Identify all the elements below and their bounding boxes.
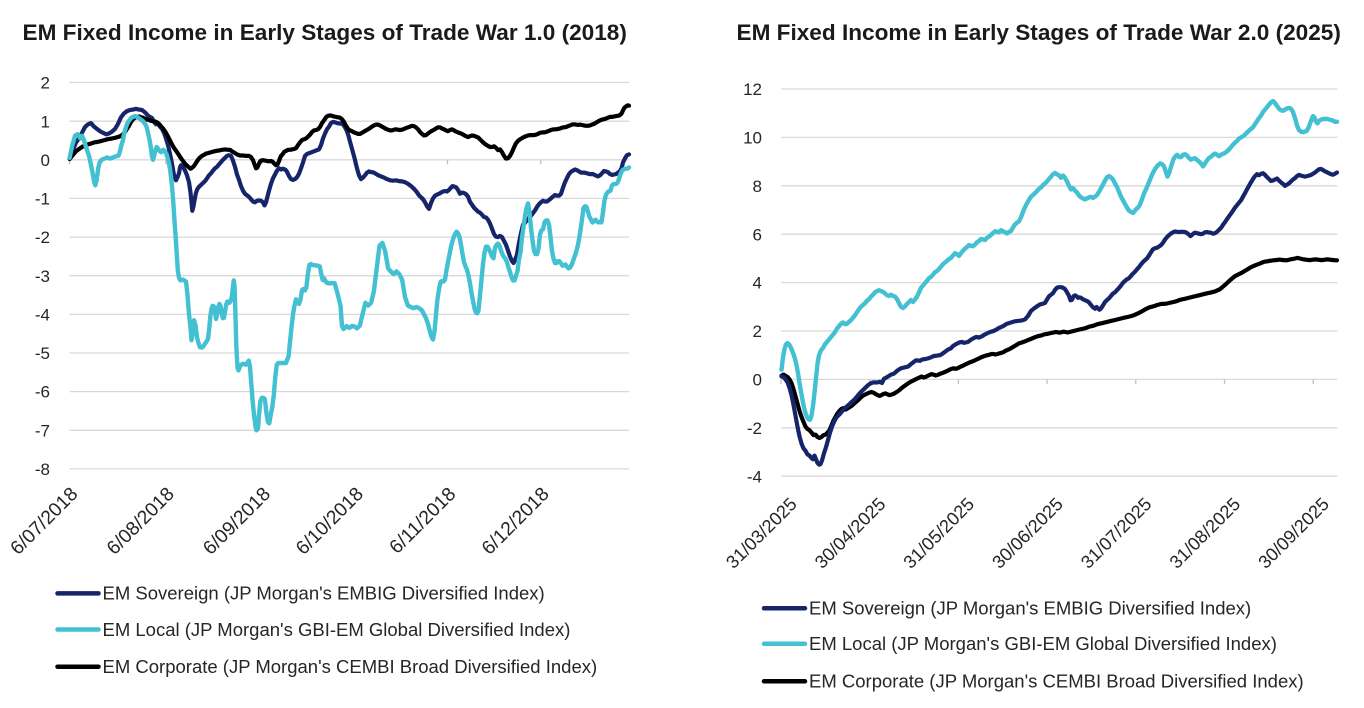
svg-text:EM Local (JP Morgan's GBI-EM G: EM Local (JP Morgan's GBI-EM Global Dive… [809, 633, 1277, 654]
svg-text:-1: -1 [35, 190, 50, 209]
svg-text:EM Sovereign (JP Morgan's EMBI: EM Sovereign (JP Morgan's EMBIG Diversif… [103, 583, 545, 604]
svg-text:2: 2 [41, 74, 50, 93]
svg-text:12: 12 [743, 80, 762, 99]
svg-text:4: 4 [753, 274, 762, 293]
svg-text:EM Local (JP Morgan's GBI-EM G: EM Local (JP Morgan's GBI-EM Global Dive… [103, 619, 571, 640]
svg-text:EM Fixed Income in Early Stage: EM Fixed Income in Early Stages of Trade… [23, 20, 627, 45]
svg-text:-5: -5 [35, 344, 50, 363]
svg-text:2: 2 [753, 322, 762, 341]
svg-text:EM Fixed Income in Early Stage: EM Fixed Income in Early Stages of Trade… [737, 20, 1341, 45]
svg-text:6: 6 [753, 225, 762, 244]
svg-text:EM Sovereign (JP Morgan's EMBI: EM Sovereign (JP Morgan's EMBIG Diversif… [809, 598, 1251, 619]
svg-text:-2: -2 [35, 228, 50, 247]
svg-text:-3: -3 [35, 267, 50, 286]
svg-text:10: 10 [743, 129, 762, 148]
svg-text:EM Corporate (JP Morgan's CEMB: EM Corporate (JP Morgan's CEMBI Broad Di… [103, 656, 598, 677]
svg-text:0: 0 [753, 371, 762, 390]
svg-text:8: 8 [753, 177, 762, 196]
svg-text:-6: -6 [35, 383, 50, 402]
svg-text:-4: -4 [747, 467, 762, 486]
svg-text:-8: -8 [35, 460, 50, 479]
svg-text:-7: -7 [35, 421, 50, 440]
svg-text:0: 0 [41, 151, 50, 170]
svg-text:-4: -4 [35, 306, 50, 325]
svg-text:EM Corporate (JP Morgan's CEMB: EM Corporate (JP Morgan's CEMBI Broad Di… [809, 671, 1304, 692]
svg-text:1: 1 [41, 112, 50, 131]
svg-text:-2: -2 [747, 419, 762, 438]
